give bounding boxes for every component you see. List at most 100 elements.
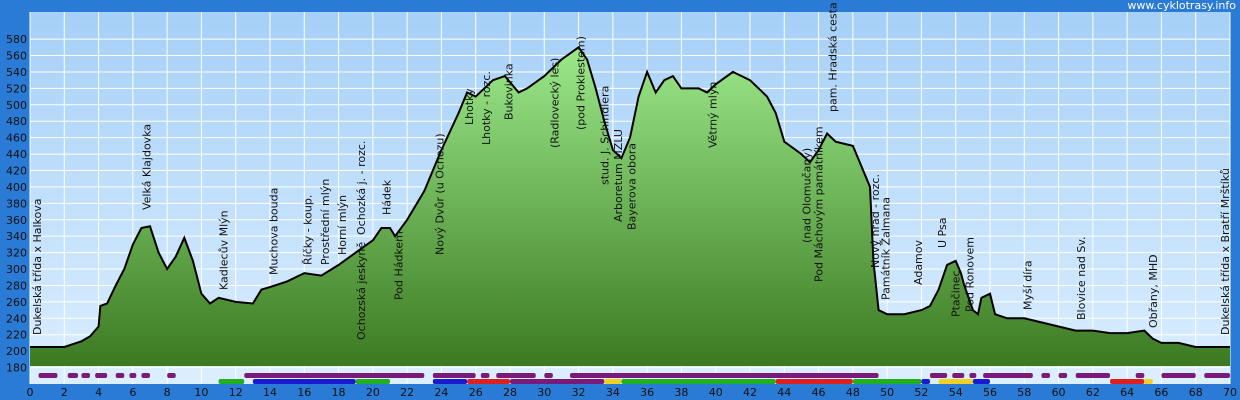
y-tick-label: 200 [6,345,27,358]
x-tick-label: 40 [709,386,723,399]
y-tick-label: 440 [6,148,27,161]
y-tick-label: 420 [6,164,27,177]
waypoint-label: Obřany, MHD [1147,254,1160,328]
x-tick-label: 60 [1052,386,1066,399]
waypoint-label: Bayerova obora [626,143,639,230]
track-segment [95,373,108,378]
x-tick-label: 48 [846,386,860,399]
y-tick-label: 320 [6,247,27,260]
track-segment [1144,379,1153,384]
track-segment [972,379,990,384]
y-tick-label: 520 [6,82,27,95]
x-tick-label: 44 [777,386,791,399]
track-segment [1058,373,1068,378]
track-segment [604,379,622,384]
waypoint-label: Pod Ronovem [963,237,976,312]
x-tick-label: 38 [674,386,688,399]
waypoint-label: Říčky - koup. [302,195,315,265]
x-tick-label: 32 [572,386,586,399]
waypoint-label: Ochozká j. - rozc. [355,141,368,235]
x-tick-label: 56 [983,386,997,399]
track-segment [115,373,125,378]
waypoint-label: Dukelská třída x Halkova [31,198,44,335]
x-tick-label: 58 [1017,386,1031,399]
track-segment [1161,373,1196,378]
x-tick-label: 66 [1154,386,1168,399]
waypoint-label: (nad Olomučany) [801,148,814,243]
waypoint-label: Pod Hádkem [393,231,406,300]
y-tick-label: 560 [6,50,27,63]
track-segment [1041,373,1050,378]
x-tick-label: 8 [164,386,171,399]
track-segment [480,373,490,378]
track-segment [570,373,879,378]
waypoint-label: Prostřední mlýn [319,179,332,265]
waypoint-label: Adamov [912,240,925,286]
x-tick-label: 20 [366,386,380,399]
x-tick-label: 70 [1223,386,1237,399]
waypoint-label: Pod Máchovým památníkem [813,126,826,282]
waypoint-label: Blovice nad Sv. [1075,236,1088,320]
x-tick-label: 16 [297,386,311,399]
y-tick-label: 180 [6,362,27,375]
track-segment [38,373,58,378]
y-tick-label: 280 [6,279,27,292]
waypoint-label: pam. Hradská cesta [826,2,839,112]
track-segment [852,379,922,384]
track-segment [67,373,78,378]
x-tick-label: 12 [229,386,243,399]
waypoint-label: Arboretum MZLU [612,129,625,222]
waypoint-label: Bukovinka [502,63,515,120]
x-tick-label: 50 [880,386,894,399]
y-tick-label: 480 [6,115,27,128]
watermark: www.cyklotrasy.info [1127,0,1236,12]
track-segment [969,373,977,378]
x-tick-label: 34 [606,386,620,399]
track-segment [1110,379,1145,384]
track-segment [1135,373,1145,378]
y-tick-label: 300 [6,263,27,276]
track-segment [218,379,245,384]
track-segment [952,373,965,378]
waypoint-label: (Radlovecký les) [549,58,562,148]
track-segment [244,373,425,378]
track-segment [167,373,176,378]
waypoint-label: Velká Klajdovka [141,124,154,210]
waypoint-label: Hádek [381,179,394,215]
y-tick-label: 400 [6,181,27,194]
y-tick-label: 220 [6,329,27,342]
track-segment [81,373,90,378]
y-tick-label: 360 [6,214,27,227]
waypoint-label: Ochozská jeskyně [355,242,368,340]
y-tick-label: 500 [6,99,27,112]
elevation-area [30,47,1230,367]
x-tick-label: 6 [129,386,136,399]
track-segment [921,379,930,384]
track-segment [938,379,973,384]
track-segment [355,379,390,384]
track-segment [1075,373,1110,378]
track-segment [432,379,468,384]
track-segment [432,373,476,378]
x-tick-label: 4 [95,386,102,399]
x-tick-label: 52 [914,386,928,399]
waypoint-label: Památník Žalmana [879,197,892,300]
elevation-line [30,45,1230,348]
waypoint-label: Větrný mlýn [706,82,719,148]
waypoint-label: Kadlecův Mlýn [218,210,231,290]
x-tick-label: 46 [812,386,826,399]
y-tick-label: 460 [6,132,27,145]
track-segment [252,379,356,384]
waypoint-label: stud. J. Schindlera [598,86,611,185]
waypoint-label: (pod Proklestem) [574,36,587,130]
x-tick-label: 2 [61,386,68,399]
waypoint-label: U Psa [936,218,949,248]
x-tick-label: 62 [1086,386,1100,399]
x-tick-label: 42 [743,386,757,399]
x-tick-label: 22 [400,386,414,399]
waypoint-label: Nový Dvůr (u Ochozu) [434,133,447,255]
y-tick-label: 260 [6,296,27,309]
waypoint-label: Nový hrad - rozc. [869,174,882,268]
x-tick-label: 54 [949,386,963,399]
